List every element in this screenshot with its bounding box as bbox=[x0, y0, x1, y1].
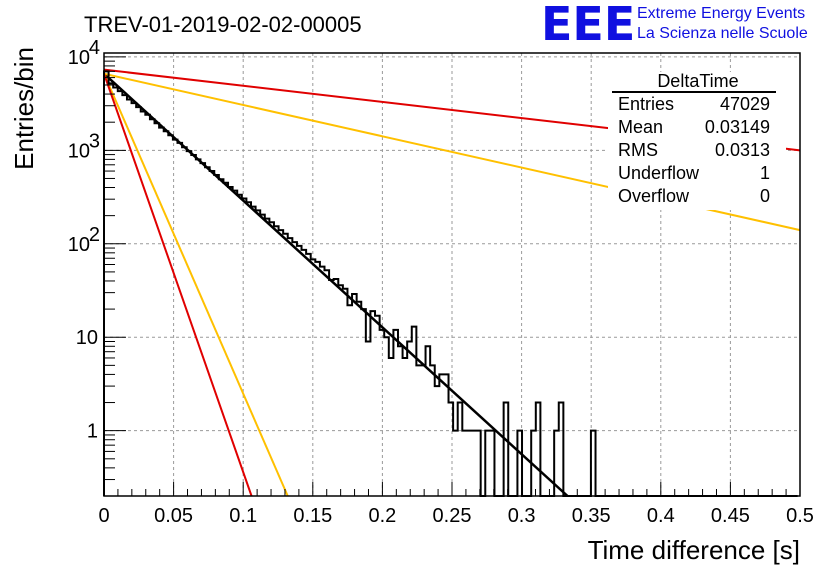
y-tick-exponent: 4 bbox=[89, 37, 100, 59]
stats-title: DeltaTime bbox=[657, 71, 738, 91]
fit-line bbox=[103, 73, 289, 497]
stats-value: 0 bbox=[760, 186, 770, 206]
x-tick-label: 0.25 bbox=[433, 505, 472, 527]
x-axis-label: Time difference [s] bbox=[588, 535, 800, 565]
x-tick-label: 0.3 bbox=[508, 505, 536, 527]
x-tick-label: 0.15 bbox=[293, 505, 332, 527]
x-tick-label: 0 bbox=[98, 505, 109, 527]
stats-label: Entries bbox=[618, 94, 674, 114]
x-tick-label: 0.4 bbox=[647, 505, 675, 527]
y-tick-label: 10 bbox=[68, 140, 90, 162]
stats-label: RMS bbox=[618, 140, 658, 160]
stats-value: 1 bbox=[760, 163, 770, 183]
stats-label: Overflow bbox=[618, 186, 690, 206]
eee-logo-letters: EEE bbox=[541, 0, 635, 51]
y-tick-exponent: 2 bbox=[89, 224, 100, 246]
x-tick-label: 0.05 bbox=[154, 505, 193, 527]
x-tick-label: 0.35 bbox=[572, 505, 611, 527]
y-tick-exponent: 3 bbox=[89, 130, 100, 152]
x-tick-label: 0.5 bbox=[786, 505, 814, 527]
stats-value: 0.0313 bbox=[715, 140, 770, 160]
y-tick-label: 10 bbox=[68, 234, 90, 256]
stats-label: Underflow bbox=[618, 163, 700, 183]
fit-line bbox=[103, 73, 253, 497]
stats-value: 0.03149 bbox=[705, 117, 770, 137]
x-tick-label: 0.45 bbox=[711, 505, 750, 527]
stats-box: DeltaTime Entries 47029 Mean 0.03149 RMS 0.031… bbox=[608, 71, 786, 210]
eee-logo-line2: La Scienza nelle Scuole bbox=[637, 25, 808, 42]
y-tick-label: 1 bbox=[87, 421, 98, 443]
y-tick-label: 10 bbox=[68, 47, 90, 69]
stats-value: 47029 bbox=[720, 94, 770, 114]
x-tick-label: 0.2 bbox=[368, 505, 396, 527]
y-tick-label: 10 bbox=[76, 327, 98, 349]
chart-title: TREV-01-2019-02-02-00005 bbox=[84, 12, 362, 37]
axis-ticks bbox=[103, 56, 801, 497]
x-tick-label: 0.1 bbox=[229, 505, 257, 527]
eee-logo: EEE Extreme Energy Events La Scienza nel… bbox=[541, 0, 808, 51]
x-tick-labels: 0 0.05 0.1 0.15 0.2 0.25 0.3 0.35 0.4 0.45 0.5 bbox=[98, 505, 813, 527]
stats-background bbox=[608, 72, 786, 210]
y-axis-label: Entries/bin bbox=[9, 47, 39, 170]
stats-label: Mean bbox=[618, 117, 663, 137]
eee-logo-line1: Extreme Energy Events bbox=[637, 5, 805, 22]
